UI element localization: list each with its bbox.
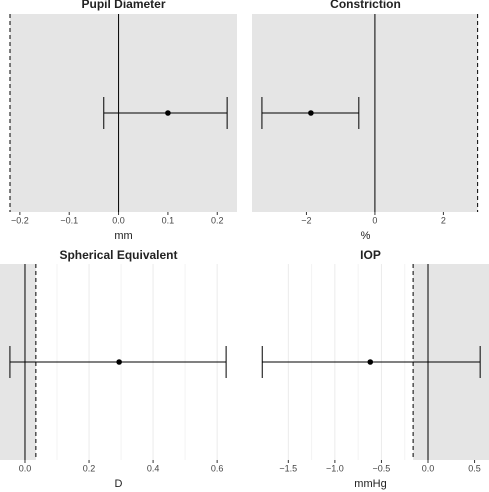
x-tick-label: 0.0	[19, 463, 32, 473]
x-tick-label: −0.5	[373, 463, 391, 473]
x-tick-label: 0.0	[112, 215, 125, 225]
x-tick-label: 0	[372, 215, 377, 225]
x-tick-label: −0.2	[11, 215, 29, 225]
point-estimate	[116, 359, 122, 365]
panel-title: Pupil Diameter	[81, 0, 165, 11]
x-axis-label: mmHg	[354, 478, 386, 490]
x-tick-label: 0.2	[83, 463, 96, 473]
panel-title: IOP	[360, 248, 381, 262]
x-tick-label: 0.0	[422, 463, 435, 473]
x-tick-label: 0.6	[211, 463, 224, 473]
panel: −0.2 −0.1 0.0 0.1 0.2 mm Pupil Diameter	[9, 0, 237, 242]
panel: −2 0 2% Constriction	[252, 0, 479, 242]
x-axis-label: mm	[114, 230, 132, 242]
panel: −1.5 −1.0 −0.5 0.0 0.5 mmHg IOP	[252, 248, 489, 490]
x-tick-label: −1.0	[326, 463, 344, 473]
x-axis-label: D	[115, 478, 123, 490]
panel: 0.0 0.2 0.4 0.6 D Spherical Equivalent	[0, 248, 237, 490]
x-tick-label: −1.5	[279, 463, 297, 473]
x-tick-label: 0.4	[147, 463, 160, 473]
panel-title: Constriction	[330, 0, 401, 11]
x-tick-label: 0.2	[211, 215, 224, 225]
x-tick-label: −0.1	[60, 215, 78, 225]
x-tick-label: 2	[441, 215, 446, 225]
panel-title: Spherical Equivalent	[59, 248, 177, 262]
point-estimate	[308, 110, 314, 116]
x-tick-label: −2	[301, 215, 311, 225]
x-axis-label: %	[361, 230, 371, 242]
x-tick-label: 0.5	[468, 463, 481, 473]
point-estimate	[165, 110, 171, 116]
point-estimate	[367, 359, 374, 365]
x-tick-label: 0.1	[162, 215, 175, 225]
